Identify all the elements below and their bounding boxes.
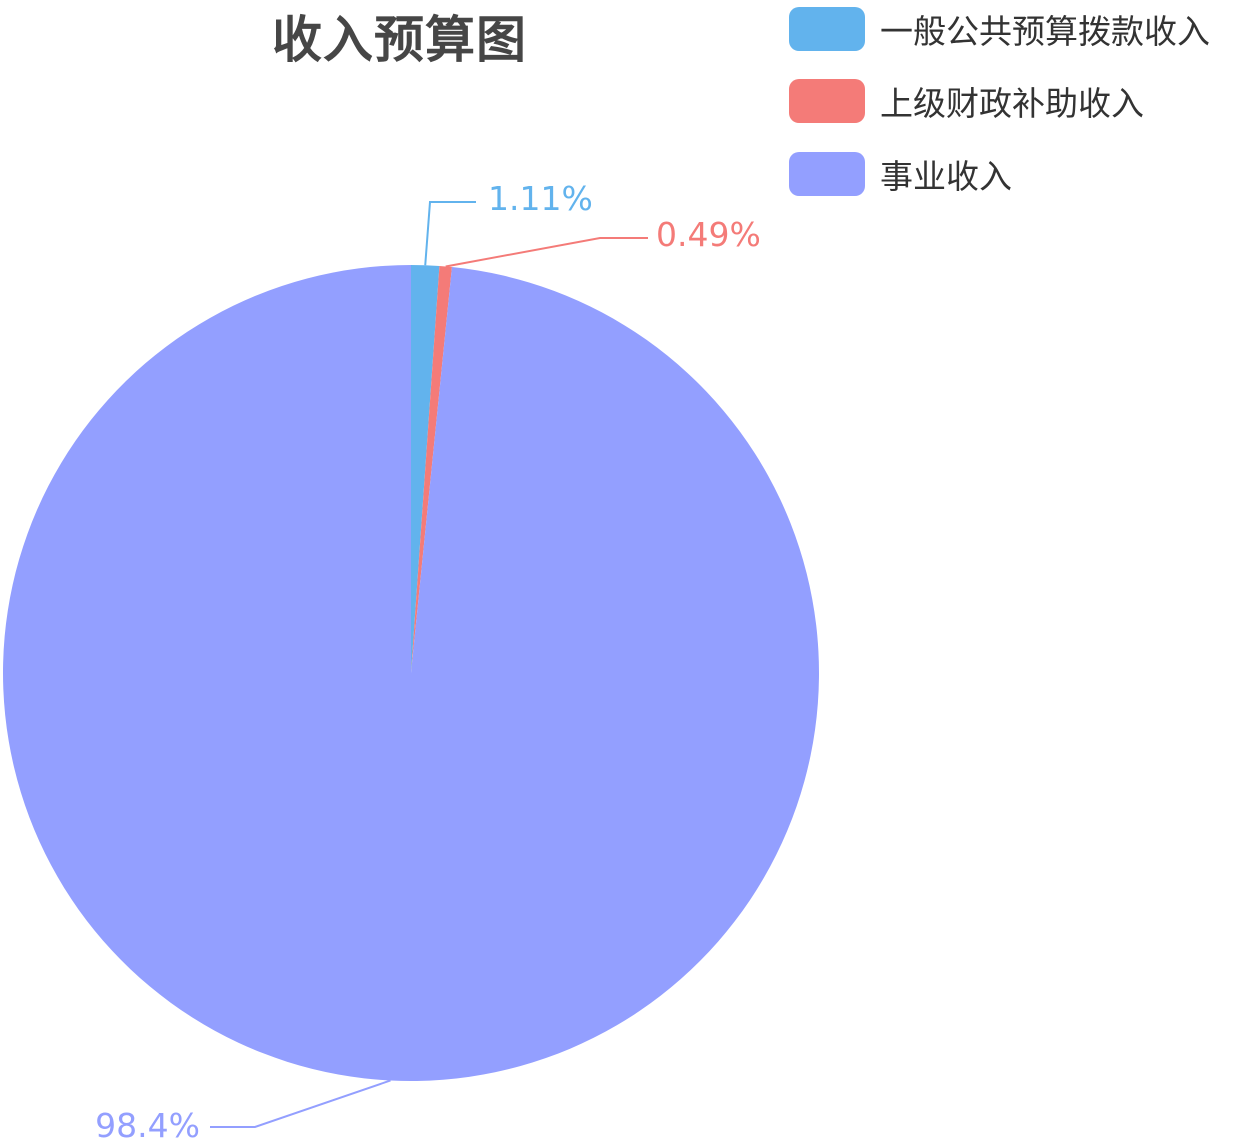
legend-swatch <box>789 79 865 123</box>
chart-title: 收入预算图 <box>272 11 527 69</box>
label-line-0 <box>424 201 476 266</box>
data-label-1: 0.49% <box>656 215 761 254</box>
legend-item-2[interactable]: 事业收入 <box>789 152 1012 196</box>
pie-slice-1[interactable] <box>411 265 452 673</box>
label-line-1 <box>445 237 648 268</box>
legend-swatch <box>789 7 865 51</box>
label-line-2 <box>210 1079 391 1128</box>
data-label-0: 1.11% <box>488 179 593 218</box>
data-label-2: 98.4% <box>95 1106 200 1141</box>
legend-item-0[interactable]: 一般公共预算拨款收入 <box>789 7 1210 51</box>
legend-label: 事业收入 <box>880 157 1012 196</box>
pie-slice-2[interactable] <box>2 265 819 1081</box>
legend-label: 上级财政补助收入 <box>880 84 1144 123</box>
pie-slice-0[interactable] <box>411 265 440 673</box>
legend-label: 一般公共预算拨款收入 <box>880 12 1210 51</box>
legend-swatch <box>789 152 865 196</box>
legend-item-1[interactable]: 上级财政补助收入 <box>789 79 1144 123</box>
